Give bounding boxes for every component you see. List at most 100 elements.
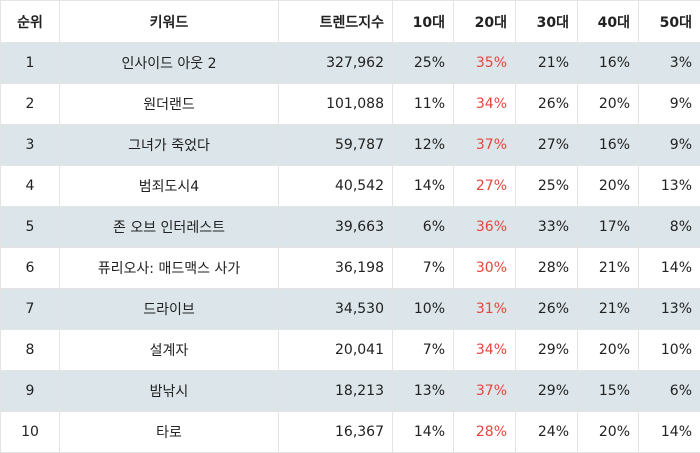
age-30s-cell: 25% <box>516 166 578 207</box>
age-10s-cell: 10% <box>393 289 454 330</box>
rank-cell: 5 <box>1 207 60 248</box>
age-20s-cell: 37% <box>454 125 516 166</box>
header-rank: 순위 <box>1 1 60 43</box>
age-30s-cell: 33% <box>516 207 578 248</box>
rank-cell: 3 <box>1 125 60 166</box>
rank-cell: 9 <box>1 371 60 412</box>
age-40s-cell: 21% <box>578 289 639 330</box>
age-30s-cell: 26% <box>516 84 578 125</box>
trend-index-cell: 36,198 <box>279 248 393 289</box>
age-40s-cell: 20% <box>578 330 639 371</box>
header-row: 순위 키워드 트렌드지수 10대 20대 30대 40대 50대 <box>1 1 700 43</box>
header-age-50s: 50대 <box>639 1 700 43</box>
age-50s-cell: 8% <box>639 207 700 248</box>
age-20s-cell: 30% <box>454 248 516 289</box>
table-row: 8 설계자 20,041 7% 34% 29% 20% 10% <box>1 330 700 371</box>
age-10s-cell: 13% <box>393 371 454 412</box>
keyword-cell: 밤낚시 <box>60 371 279 412</box>
age-30s-cell: 29% <box>516 371 578 412</box>
age-20s-cell: 31% <box>454 289 516 330</box>
age-40s-cell: 20% <box>578 84 639 125</box>
table-row: 5 존 오브 인터레스트 39,663 6% 36% 33% 17% 8% <box>1 207 700 248</box>
trend-index-cell: 34,530 <box>279 289 393 330</box>
keyword-cell: 드라이브 <box>60 289 279 330</box>
rank-cell: 1 <box>1 43 60 84</box>
age-40s-cell: 15% <box>578 371 639 412</box>
rank-cell: 10 <box>1 412 60 453</box>
age-50s-cell: 14% <box>639 412 700 453</box>
trend-index-cell: 18,213 <box>279 371 393 412</box>
age-30s-cell: 27% <box>516 125 578 166</box>
age-30s-cell: 21% <box>516 43 578 84</box>
table-row: 9 밤낚시 18,213 13% 37% 29% 15% 6% <box>1 371 700 412</box>
age-10s-cell: 25% <box>393 43 454 84</box>
age-40s-cell: 16% <box>578 125 639 166</box>
rank-cell: 7 <box>1 289 60 330</box>
trend-index-cell: 20,041 <box>279 330 393 371</box>
trend-index-cell: 327,962 <box>279 43 393 84</box>
age-50s-cell: 13% <box>639 289 700 330</box>
trend-index-cell: 39,663 <box>279 207 393 248</box>
age-50s-cell: 9% <box>639 84 700 125</box>
table-row: 10 타로 16,367 14% 28% 24% 20% 14% <box>1 412 700 453</box>
age-30s-cell: 26% <box>516 289 578 330</box>
keyword-cell: 그녀가 죽었다 <box>60 125 279 166</box>
rank-cell: 6 <box>1 248 60 289</box>
age-10s-cell: 6% <box>393 207 454 248</box>
age-20s-cell: 37% <box>454 371 516 412</box>
age-10s-cell: 7% <box>393 330 454 371</box>
rank-cell: 2 <box>1 84 60 125</box>
age-50s-cell: 10% <box>639 330 700 371</box>
age-10s-cell: 7% <box>393 248 454 289</box>
keyword-cell: 존 오브 인터레스트 <box>60 207 279 248</box>
keyword-cell: 설계자 <box>60 330 279 371</box>
table-row: 3 그녀가 죽었다 59,787 12% 37% 27% 16% 9% <box>1 125 700 166</box>
age-10s-cell: 14% <box>393 412 454 453</box>
table-header: 순위 키워드 트렌드지수 10대 20대 30대 40대 50대 <box>1 1 700 43</box>
header-age-20s: 20대 <box>454 1 516 43</box>
age-20s-cell: 34% <box>454 330 516 371</box>
age-50s-cell: 6% <box>639 371 700 412</box>
age-10s-cell: 12% <box>393 125 454 166</box>
table-row: 6 퓨리오사: 매드맥스 사가 36,198 7% 30% 28% 21% 14… <box>1 248 700 289</box>
age-20s-cell: 28% <box>454 412 516 453</box>
table-body: 1 인사이드 아웃 2 327,962 25% 35% 21% 16% 3% 2… <box>1 43 700 453</box>
age-20s-cell: 35% <box>454 43 516 84</box>
age-30s-cell: 28% <box>516 248 578 289</box>
keyword-cell: 타로 <box>60 412 279 453</box>
trend-index-cell: 101,088 <box>279 84 393 125</box>
age-20s-cell: 27% <box>454 166 516 207</box>
trend-index-cell: 59,787 <box>279 125 393 166</box>
keyword-cell: 퓨리오사: 매드맥스 사가 <box>60 248 279 289</box>
rank-cell: 8 <box>1 330 60 371</box>
age-50s-cell: 14% <box>639 248 700 289</box>
age-50s-cell: 13% <box>639 166 700 207</box>
age-40s-cell: 17% <box>578 207 639 248</box>
age-10s-cell: 11% <box>393 84 454 125</box>
age-50s-cell: 3% <box>639 43 700 84</box>
trend-index-cell: 40,542 <box>279 166 393 207</box>
rank-cell: 4 <box>1 166 60 207</box>
header-age-10s: 10대 <box>393 1 454 43</box>
header-age-40s: 40대 <box>578 1 639 43</box>
age-20s-cell: 36% <box>454 207 516 248</box>
header-keyword: 키워드 <box>60 1 279 43</box>
age-30s-cell: 24% <box>516 412 578 453</box>
age-40s-cell: 21% <box>578 248 639 289</box>
age-40s-cell: 20% <box>578 166 639 207</box>
keyword-cell: 인사이드 아웃 2 <box>60 43 279 84</box>
table-row: 4 범죄도시4 40,542 14% 27% 25% 20% 13% <box>1 166 700 207</box>
table-row: 1 인사이드 아웃 2 327,962 25% 35% 21% 16% 3% <box>1 43 700 84</box>
age-20s-cell: 34% <box>454 84 516 125</box>
age-40s-cell: 16% <box>578 43 639 84</box>
table-row: 2 원더랜드 101,088 11% 34% 26% 20% 9% <box>1 84 700 125</box>
trend-index-cell: 16,367 <box>279 412 393 453</box>
header-age-30s: 30대 <box>516 1 578 43</box>
header-trend-index: 트렌드지수 <box>279 1 393 43</box>
table-row: 7 드라이브 34,530 10% 31% 26% 21% 13% <box>1 289 700 330</box>
age-50s-cell: 9% <box>639 125 700 166</box>
keyword-cell: 범죄도시4 <box>60 166 279 207</box>
keyword-cell: 원더랜드 <box>60 84 279 125</box>
age-30s-cell: 29% <box>516 330 578 371</box>
